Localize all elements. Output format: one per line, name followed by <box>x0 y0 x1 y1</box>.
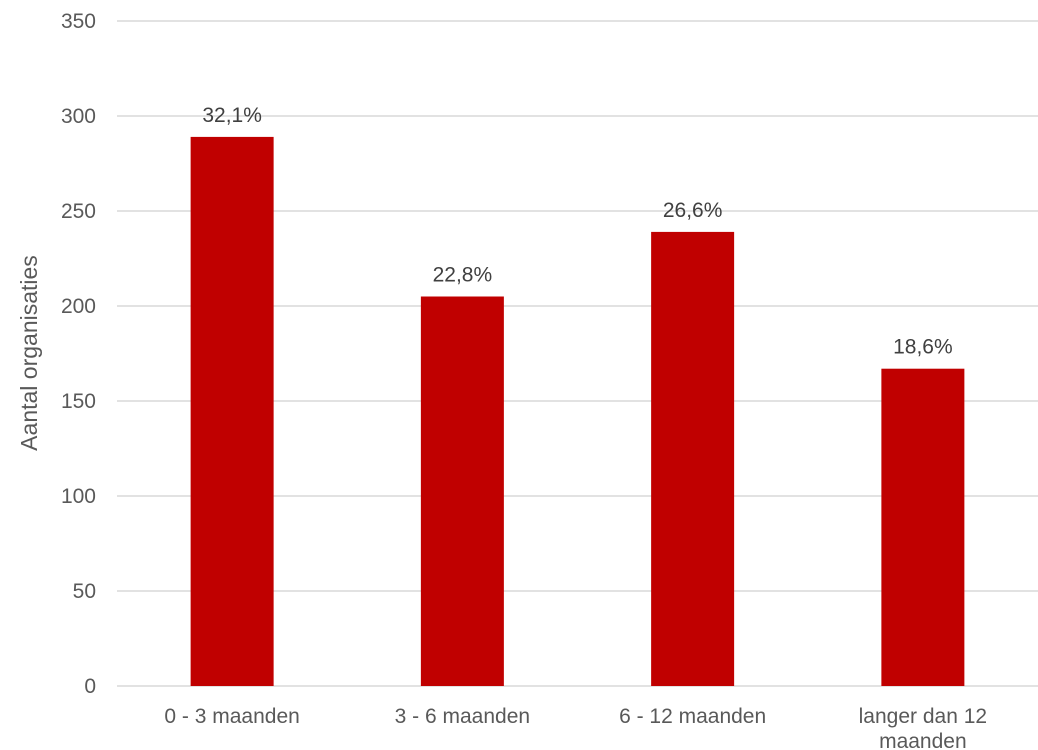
y-tick-label: 350 <box>61 10 96 33</box>
x-tick-label-line: langer dan 12 <box>859 705 987 728</box>
x-tick-label: 6 - 12 maanden <box>619 705 766 728</box>
y-tick-label: 200 <box>61 295 96 318</box>
y-tick-label: 50 <box>73 580 96 603</box>
y-tick-label: 300 <box>61 105 96 128</box>
bar <box>420 296 504 686</box>
data-labels: 32,1% 22,8% 26,6% 18,6% <box>202 104 952 359</box>
bar <box>190 136 274 686</box>
data-label: 22,8% <box>433 264 493 287</box>
data-label: 26,6% <box>663 199 723 222</box>
x-tick-label: 0 - 3 maanden <box>164 705 299 728</box>
data-label: 18,6% <box>893 336 953 359</box>
y-tick-label: 100 <box>61 485 96 508</box>
data-label: 32,1% <box>202 104 262 127</box>
x-axis-tick-labels: 0 - 3 maanden 3 - 6 maanden 6 - 12 maanden… <box>164 705 987 750</box>
x-tick-label: 3 - 6 maanden <box>395 705 530 728</box>
y-tick-label: 0 <box>84 675 96 698</box>
y-tick-label: 150 <box>61 390 96 413</box>
x-tick-label-line: 3 - 6 maanden <box>395 705 530 728</box>
x-tick-label-line: 6 - 12 maanden <box>619 705 766 728</box>
x-tick-label: langer dan 12 maanden <box>859 705 987 750</box>
x-tick-label-line: 0 - 3 maanden <box>164 705 299 728</box>
y-axis-title: Aantal organisaties <box>16 255 42 451</box>
bars <box>190 136 965 686</box>
x-tick-label-line: maanden <box>879 730 967 750</box>
y-tick-label: 250 <box>61 200 96 223</box>
bar <box>651 231 735 686</box>
bar <box>881 368 965 686</box>
y-axis-tick-labels: 0 50 100 150 200 250 300 350 <box>61 10 96 698</box>
